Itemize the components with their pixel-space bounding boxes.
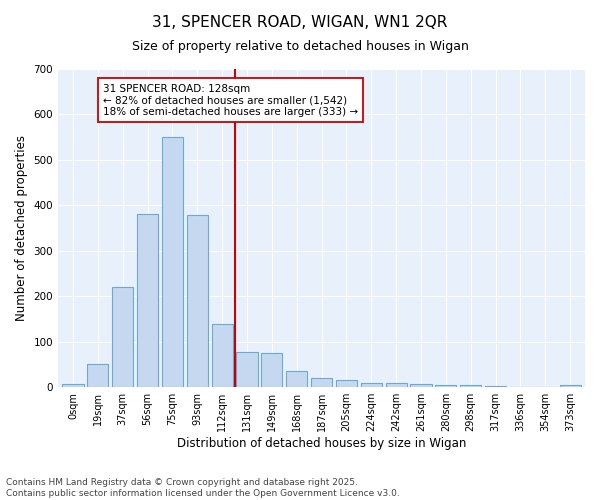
- Bar: [162, 136, 183, 387]
- Bar: [286, 372, 307, 387]
- Bar: [560, 385, 581, 387]
- Bar: [112, 287, 133, 387]
- Bar: [137, 214, 158, 387]
- Bar: [311, 378, 332, 387]
- Bar: [212, 324, 233, 387]
- Bar: [87, 364, 109, 387]
- Bar: [485, 386, 506, 387]
- Text: 31 SPENCER ROAD: 128sqm
← 82% of detached houses are smaller (1,542)
18% of semi: 31 SPENCER ROAD: 128sqm ← 82% of detache…: [103, 84, 358, 116]
- Bar: [435, 385, 457, 387]
- Bar: [187, 216, 208, 387]
- X-axis label: Distribution of detached houses by size in Wigan: Distribution of detached houses by size …: [177, 437, 466, 450]
- Bar: [236, 352, 257, 387]
- Text: Size of property relative to detached houses in Wigan: Size of property relative to detached ho…: [131, 40, 469, 53]
- Bar: [62, 384, 83, 387]
- Bar: [386, 382, 407, 387]
- Bar: [361, 382, 382, 387]
- Bar: [410, 384, 431, 387]
- Y-axis label: Number of detached properties: Number of detached properties: [15, 135, 28, 321]
- Text: 31, SPENCER ROAD, WIGAN, WN1 2QR: 31, SPENCER ROAD, WIGAN, WN1 2QR: [152, 15, 448, 30]
- Bar: [336, 380, 357, 387]
- Text: Contains HM Land Registry data © Crown copyright and database right 2025.
Contai: Contains HM Land Registry data © Crown c…: [6, 478, 400, 498]
- Bar: [460, 385, 481, 387]
- Bar: [261, 353, 283, 387]
